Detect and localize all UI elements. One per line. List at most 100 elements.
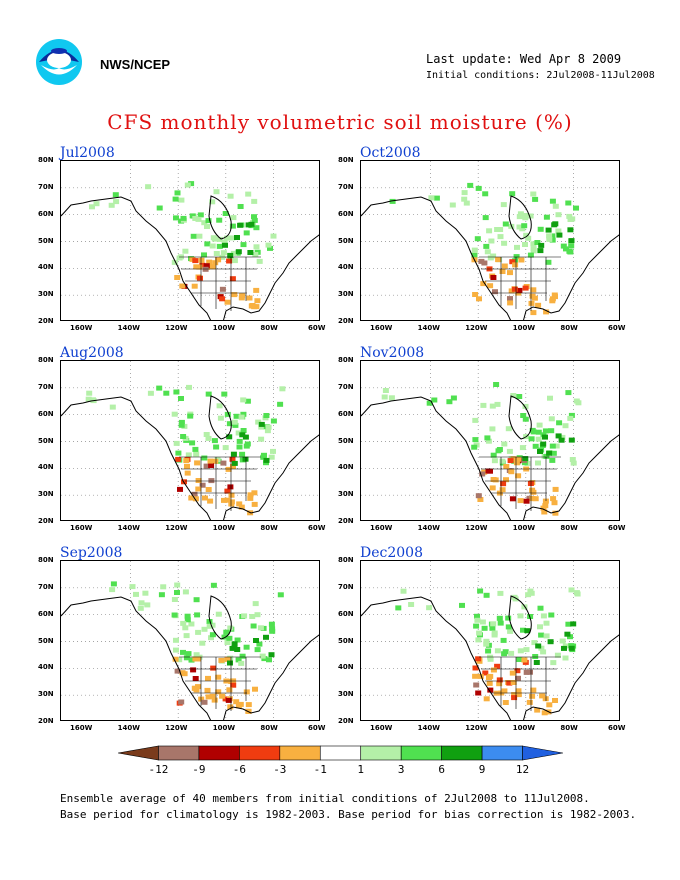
- anomaly-cell: [547, 639, 554, 645]
- anomaly-cell: [224, 656, 231, 662]
- anomaly-cell: [507, 270, 513, 276]
- anomaly-cell: [530, 248, 537, 254]
- anomaly-cell: [225, 466, 232, 472]
- anomaly-cell: [215, 257, 222, 263]
- initial-conditions: Initial conditions: 2Jul2008-11Jul2008: [426, 70, 655, 81]
- anomaly-cell: [247, 495, 254, 501]
- anomaly-cell: [137, 605, 144, 611]
- anomaly-cell: [522, 215, 529, 221]
- anomaly-cell: [533, 660, 540, 665]
- anomaly-cell: [556, 232, 563, 238]
- soil-moisture-map: [60, 360, 320, 521]
- anomaly-cell: [254, 612, 261, 618]
- anomaly-cell: [555, 433, 562, 439]
- anomaly-cell: [250, 623, 257, 629]
- anomaly-cell: [475, 656, 482, 662]
- anomaly-cell: [560, 243, 567, 249]
- anomaly-cell: [239, 653, 246, 659]
- anomaly-cell: [221, 634, 228, 640]
- longitude-label: 80W: [560, 324, 578, 332]
- anomaly-cell: [195, 216, 202, 222]
- anomaly-cell: [537, 624, 543, 630]
- anomaly-cell: [526, 495, 533, 501]
- longitude-label: 120W: [465, 724, 488, 732]
- anomaly-cell: [555, 212, 562, 218]
- anomaly-cell: [196, 233, 203, 239]
- anomaly-cell: [230, 451, 237, 457]
- anomaly-cell: [237, 222, 244, 228]
- anomaly-cell: [204, 224, 210, 229]
- anomaly-cell: [531, 640, 538, 646]
- anomaly-cell: [209, 632, 216, 638]
- anomaly-cell: [182, 625, 189, 631]
- anomaly-cell: [184, 617, 191, 623]
- anomaly-cell: [224, 497, 231, 503]
- anomaly-cell: [538, 645, 545, 651]
- anomaly-cell: [239, 432, 246, 438]
- latitude-label: 30N: [38, 490, 54, 499]
- anomaly-cell: [553, 443, 560, 449]
- anomaly-cell: [489, 426, 496, 432]
- longitude-label: 140W: [417, 524, 440, 532]
- anomaly-cell: [547, 395, 553, 401]
- map-panel: Sep2008 80N 70N 60N 50N 40N 30N 20N 160W 140W 120W…: [0, 545, 325, 735]
- anomaly-cell: [542, 498, 549, 504]
- anomaly-cell: [226, 421, 233, 427]
- longitude-label: 100W: [212, 724, 236, 732]
- anomaly-cell: [231, 645, 238, 651]
- anomaly-cell: [501, 240, 508, 246]
- longitude-label: 60W: [608, 324, 626, 332]
- colorbar-tick-label: 6: [438, 763, 445, 776]
- anomaly-cell: [388, 395, 395, 401]
- anomaly-cell: [511, 695, 518, 701]
- anomaly-cell: [231, 258, 238, 264]
- anomaly-cell: [523, 232, 530, 238]
- anomaly-cell: [552, 221, 559, 227]
- panel-month-label: Aug2008: [60, 345, 124, 361]
- anomaly-cell: [497, 620, 504, 626]
- anomaly-cell: [574, 591, 581, 597]
- latitude-label: 40N: [338, 263, 354, 272]
- anomaly-cell: [172, 656, 179, 662]
- anomaly-cell: [472, 292, 479, 297]
- anomaly-cell: [552, 510, 559, 516]
- anomaly-cell: [221, 239, 228, 245]
- anomaly-cell: [201, 699, 208, 705]
- latitude-label: 30N: [338, 290, 354, 299]
- anomaly-cell: [537, 226, 544, 232]
- anomaly-cell: [228, 499, 235, 505]
- anomaly-cell: [222, 211, 229, 216]
- anomaly-cell: [493, 382, 500, 387]
- anomaly-cell: [242, 434, 249, 440]
- anomaly-cell: [480, 402, 487, 408]
- anomaly-cell: [540, 505, 547, 511]
- anomaly-cell: [258, 424, 265, 430]
- anomaly-cell: [507, 458, 514, 464]
- latitude-label: 30N: [38, 690, 54, 699]
- anomaly-cell: [472, 673, 479, 679]
- panel-month-label: Jul2008: [60, 145, 115, 161]
- anomaly-cell: [173, 637, 179, 643]
- anomaly-cell: [530, 489, 537, 495]
- anomaly-cell: [112, 192, 119, 198]
- anomaly-cell: [252, 601, 259, 607]
- anomaly-cell: [514, 668, 521, 674]
- anomaly-cell: [494, 401, 501, 407]
- anomaly-cell: [238, 504, 245, 510]
- anomaly-cell: [251, 198, 258, 204]
- anomaly-cell: [213, 444, 220, 450]
- anomaly-cell: [206, 259, 213, 265]
- page-title: CFS monthly volumetric soil moisture (%): [107, 110, 573, 134]
- longitude-label: 100W: [512, 324, 536, 332]
- last-update: Last update: Wed Apr 8 2009: [426, 52, 622, 66]
- latitude-label: 80N: [38, 556, 54, 564]
- anomaly-cell: [543, 214, 550, 220]
- anomaly-cell: [219, 693, 226, 699]
- anomaly-cell: [186, 384, 192, 390]
- anomaly-cell: [108, 202, 115, 208]
- anomaly-cell: [224, 235, 230, 241]
- anomaly-cell: [208, 635, 214, 641]
- anomaly-cell: [479, 619, 486, 625]
- latitude-label: 70N: [38, 382, 54, 391]
- anomaly-cell: [549, 298, 556, 304]
